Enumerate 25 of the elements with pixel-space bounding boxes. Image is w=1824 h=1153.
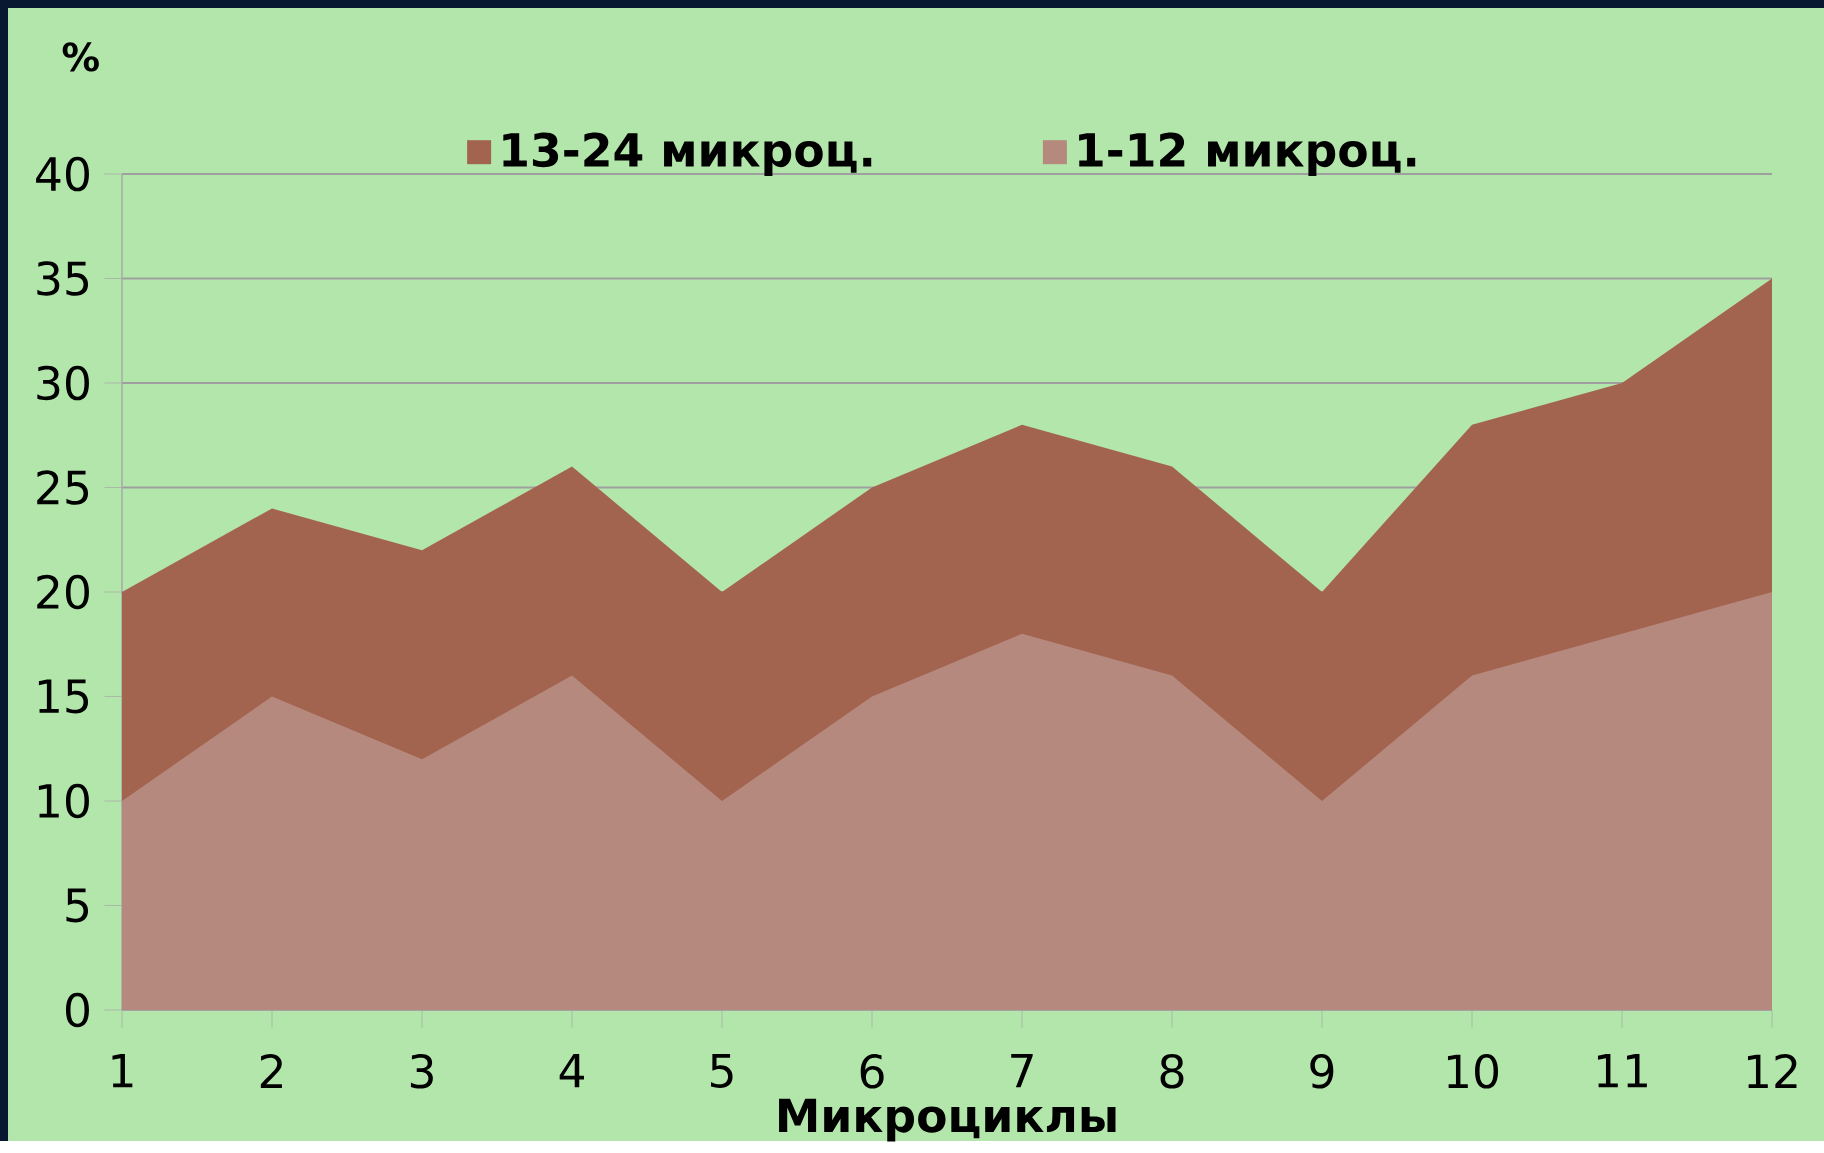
- x-tick-label: 7: [1011, 1053, 1033, 1088]
- y-tick-label: 35: [37, 261, 89, 296]
- x-tick-label: 4: [559, 1053, 584, 1088]
- y-tick-label: 30: [37, 365, 89, 401]
- y-tick-label: 5: [66, 888, 89, 923]
- x-tick-label: 11: [1597, 1053, 1647, 1088]
- x-tick-label: 10: [1447, 1053, 1499, 1089]
- legend-label: 13-24 микроц.: [503, 132, 872, 176]
- x-tick-label: 8: [1160, 1053, 1184, 1089]
- x-tick-label: 5: [711, 1053, 733, 1088]
- x-tick-label: 3: [410, 1053, 433, 1089]
- x-tick-label: 12: [1747, 1053, 1797, 1088]
- legend-label: 1-12 микроц.: [1079, 132, 1416, 176]
- x-tick-label: 1: [112, 1053, 133, 1088]
- x-axis-title: Микроциклы: [779, 1098, 1116, 1142]
- y-tick-label: 40: [36, 156, 89, 192]
- y-tick-label: 20: [37, 574, 89, 610]
- y-tick-label: 0: [65, 992, 89, 1028]
- y-tick-label: 10: [38, 783, 89, 819]
- y-axis-title: %: [62, 42, 99, 72]
- x-tick-label: 2: [260, 1053, 282, 1088]
- x-tick-label: 6: [860, 1053, 884, 1089]
- y-tick-label: 15: [38, 679, 89, 714]
- x-tick-label: 9: [1310, 1053, 1334, 1089]
- y-tick-label: 25: [37, 470, 89, 505]
